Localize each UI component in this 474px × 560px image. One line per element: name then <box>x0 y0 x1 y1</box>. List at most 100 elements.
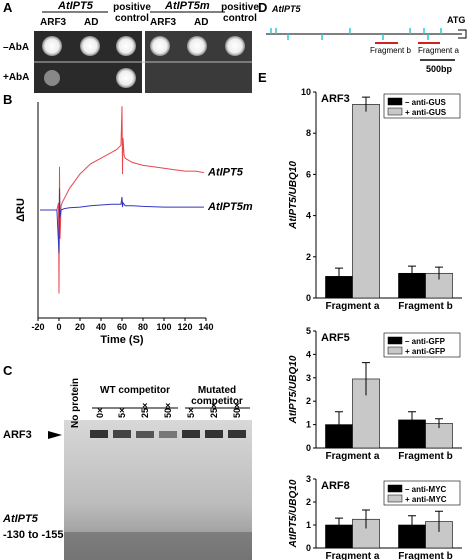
error-bar <box>435 266 443 280</box>
y-axis-label: AtIPT5/UBQ10 <box>288 479 299 548</box>
legend-swatch <box>387 484 403 493</box>
x-tick-label: Fragment b <box>398 301 452 312</box>
panel-label: C <box>3 363 13 378</box>
y-tick-label: 0 <box>306 443 311 453</box>
sites <box>270 28 442 40</box>
panel-label: A <box>3 0 13 15</box>
error-bar <box>408 265 416 281</box>
band-label: ARF3 <box>3 429 32 441</box>
x-tick-label: Fragment a <box>326 551 380 560</box>
legend-swatch <box>387 336 403 345</box>
series-label: AtIPT5m <box>207 201 253 213</box>
lane-header: Mutated competitor <box>191 385 243 407</box>
x-tick-label: 100 <box>156 322 171 332</box>
y-tick-label: 3 <box>306 474 311 484</box>
legend-label: – anti-MYC <box>405 485 447 494</box>
scale-label: 500bp <box>426 64 453 74</box>
fragment-label: Fragment a <box>418 46 459 55</box>
free-probe <box>64 532 252 560</box>
error-bar <box>335 517 343 532</box>
legend-label: + anti-GUS <box>405 108 447 117</box>
legend-swatch <box>387 346 403 355</box>
colony <box>187 36 207 56</box>
row-label: +AbA <box>3 72 29 83</box>
x-tick-label: Fragment b <box>398 451 452 462</box>
colony <box>80 36 100 56</box>
panel-label: D <box>258 0 267 15</box>
y-tick-label: 1 <box>306 420 311 430</box>
lane-label: 5× <box>186 408 196 418</box>
bar <box>352 104 380 299</box>
lane-label: 25× <box>209 403 219 418</box>
y-tick-label: 2 <box>306 396 311 406</box>
gene-start <box>458 29 467 39</box>
y-tick-label: 4 <box>306 349 311 359</box>
error-bar <box>408 515 416 535</box>
y-tick-label: 2 <box>306 252 311 262</box>
band <box>90 430 108 438</box>
lane-label: 0× <box>95 408 105 418</box>
chart-title: ARF3 <box>321 93 350 105</box>
series-line <box>40 106 204 294</box>
x-tick-label: 140 <box>198 322 213 332</box>
x-tick-label: 120 <box>177 322 192 332</box>
y-tick-label: 3 <box>306 373 311 383</box>
chart-title: ARF5 <box>321 332 350 344</box>
colony <box>44 70 60 86</box>
y-tick-label: 4 <box>306 211 311 221</box>
x-tick-label: -20 <box>31 322 44 332</box>
error-bar <box>335 267 343 285</box>
error-bar <box>362 509 370 529</box>
error-bar <box>435 418 443 429</box>
y-tick-label: 10 <box>301 87 311 97</box>
legend-label: + anti-GFP <box>405 347 446 356</box>
legend-label: – anti-GUS <box>405 98 447 107</box>
x-tick-label: 0 <box>56 322 61 332</box>
lane-label: 50× <box>163 403 173 418</box>
x-tick-label: Fragment a <box>326 451 380 462</box>
band <box>159 431 177 438</box>
gene-label: AtIPT5 <box>271 4 301 14</box>
column-label: positive control <box>113 2 151 24</box>
error-bar <box>408 411 416 429</box>
x-tick-label: Fragment a <box>326 301 380 312</box>
x-tick-label: Fragment b <box>398 551 452 560</box>
chart-title: ARF8 <box>321 480 350 492</box>
colony <box>116 36 136 56</box>
y-tick-label: 1 <box>306 520 311 530</box>
y-tick-label: 0 <box>306 293 311 303</box>
band <box>228 430 246 438</box>
y-axis-label: ΔRU <box>15 198 27 222</box>
x-tick-label: 80 <box>138 322 148 332</box>
band <box>182 430 200 438</box>
gel-bands <box>64 430 252 560</box>
construct-label: AtIPT5 <box>57 0 94 12</box>
y-tick-label: 8 <box>306 128 311 138</box>
lane-label: 50× <box>232 403 242 418</box>
series-label: AtIPT5 <box>207 167 244 179</box>
y-tick-label: 6 <box>306 169 311 179</box>
legend-swatch <box>387 107 403 116</box>
lane-label: 5× <box>117 408 127 418</box>
panel-label: E <box>258 70 267 85</box>
row-label: –AbA <box>3 42 29 53</box>
legend-swatch <box>387 494 403 503</box>
column-label: positive control <box>221 2 259 24</box>
probe-region: -130 to -155 <box>3 529 64 541</box>
fragment-label: Fragment b <box>370 46 411 55</box>
column-label: AD <box>84 17 98 28</box>
colony <box>116 68 136 88</box>
lane-header: No protein <box>70 378 81 428</box>
construct-label: AtIPT5m <box>164 0 210 12</box>
lane-header: WT competitor <box>100 385 170 396</box>
colony <box>225 36 245 56</box>
colony <box>42 36 62 56</box>
band-arrow <box>48 431 62 439</box>
x-tick-label: 60 <box>117 322 127 332</box>
band <box>113 430 131 438</box>
x-tick-label: 40 <box>96 322 106 332</box>
legend-label: – anti-GFP <box>405 337 446 346</box>
band <box>205 430 223 438</box>
series-line <box>40 188 204 254</box>
